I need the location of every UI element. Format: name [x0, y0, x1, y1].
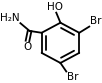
Text: O: O	[23, 42, 32, 52]
Text: H₂N: H₂N	[0, 13, 20, 23]
Text: Br: Br	[90, 16, 102, 26]
Text: Br: Br	[67, 72, 79, 82]
Text: HO: HO	[47, 2, 63, 12]
